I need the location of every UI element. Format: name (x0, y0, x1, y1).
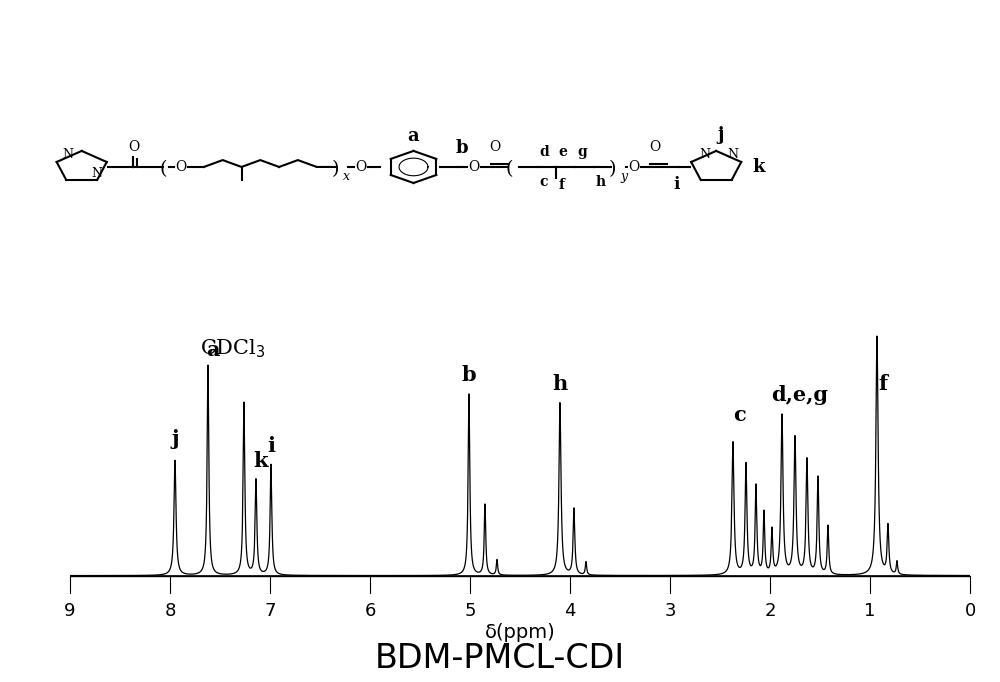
Text: (: ( (160, 160, 167, 178)
Text: g: g (577, 145, 587, 159)
Text: ): ) (609, 160, 617, 178)
Text: a: a (206, 340, 220, 361)
Text: y: y (620, 170, 627, 183)
Text: ): ) (332, 160, 339, 178)
Text: b: b (462, 365, 476, 385)
X-axis label: δ(ppm): δ(ppm) (485, 623, 555, 642)
Text: b: b (456, 138, 469, 157)
Text: O: O (490, 140, 501, 154)
Text: f: f (879, 374, 888, 394)
Text: N: N (728, 148, 739, 161)
Text: O: O (355, 160, 367, 174)
Text: N: N (62, 148, 73, 161)
Text: N: N (699, 148, 710, 161)
Text: O: O (468, 160, 479, 174)
Text: (: ( (506, 160, 513, 178)
Text: j: j (718, 126, 724, 144)
Text: d,e,g: d,e,g (772, 385, 828, 405)
Text: x: x (343, 170, 350, 183)
Text: c: c (539, 175, 548, 189)
Text: O: O (128, 140, 139, 154)
Text: BDM-PMCL-CDI: BDM-PMCL-CDI (375, 642, 625, 675)
Text: O: O (628, 160, 639, 174)
Text: k: k (253, 451, 267, 471)
Text: j: j (171, 429, 179, 449)
Text: e: e (558, 145, 567, 159)
Text: k: k (752, 158, 764, 176)
Text: a: a (408, 127, 419, 145)
Text: i: i (674, 176, 680, 193)
Text: i: i (267, 436, 275, 456)
Text: N: N (91, 167, 102, 180)
Text: CDCl$_3$: CDCl$_3$ (200, 338, 266, 361)
Text: c: c (734, 405, 746, 425)
Text: h: h (596, 175, 606, 189)
Text: f: f (558, 179, 564, 192)
Text: h: h (552, 374, 568, 394)
Text: O: O (175, 160, 186, 174)
Text: O: O (649, 140, 661, 154)
Text: d: d (539, 145, 549, 159)
